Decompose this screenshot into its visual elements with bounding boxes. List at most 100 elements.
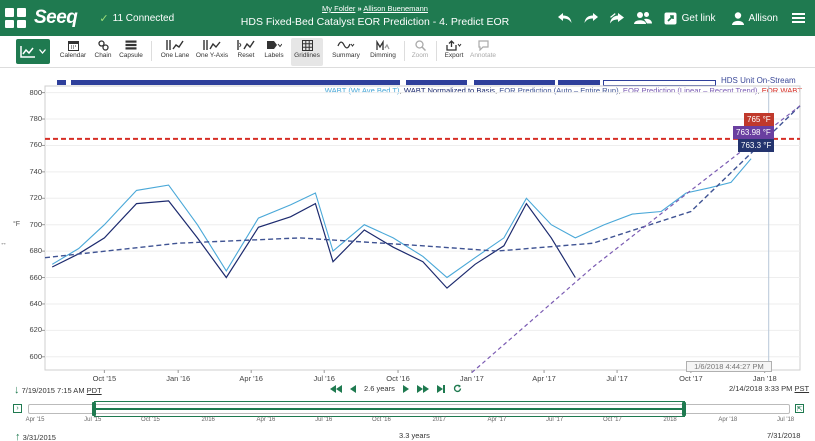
y-tick-label: 780 [29, 114, 42, 124]
display-end-timezone: PST [794, 384, 810, 393]
legend-eor-wabt[interactable]: EOR WABT [761, 86, 802, 95]
reset-button[interactable]: Reset [235, 38, 257, 59]
legend-wabt-normalized[interactable]: WABT Normalized to Basis [403, 86, 495, 95]
get-link-button[interactable]: Get link [664, 12, 716, 25]
cursor-timestamp: 1/6/2018 4:44:27 PM [686, 361, 772, 372]
investigate-range-window[interactable] [94, 401, 685, 417]
range-start-handle[interactable] [92, 402, 96, 416]
one-lane-icon [166, 40, 184, 50]
on-stream-capsule[interactable] [71, 80, 400, 85]
investigate-range-selection[interactable] [94, 408, 685, 410]
one-lane-button[interactable]: One Lane [160, 38, 190, 59]
arrow-up-icon: ↑ [15, 431, 21, 441]
eor-auto-series [44, 105, 801, 259]
x-tick-label: Oct '16 [386, 374, 410, 383]
gridlines-icon [301, 39, 313, 51]
shrink-range-icon[interactable]: › [13, 404, 22, 413]
calendar-button[interactable]: Calendar [58, 38, 88, 59]
step-forward-full-icon[interactable] [416, 384, 429, 393]
annotate-button[interactable]: Annotate [469, 38, 497, 59]
labels-button[interactable]: Labels [262, 38, 286, 59]
undo-icon[interactable] [554, 7, 576, 29]
chain-button[interactable]: Chain [92, 38, 114, 59]
y-tick-label: 620 [29, 325, 42, 335]
side-panel-toggle[interactable]: ↔ [0, 240, 7, 247]
display-start[interactable]: ↓ 7/19/2015 7:15 AM PDT [14, 384, 102, 396]
eor-auto-value-label: 763.3 °F [738, 139, 775, 152]
dimming-button[interactable]: Dimming [367, 38, 399, 59]
expand-range-icon[interactable]: ⇱ [795, 404, 804, 413]
one-y-axis-button[interactable]: One Y-Axis [195, 38, 229, 59]
gridlines-button[interactable]: Gridlines [291, 38, 323, 66]
user-menu-button[interactable]: Allison [731, 11, 778, 25]
hamburger-menu-icon[interactable] [792, 11, 805, 25]
connection-status[interactable]: ✓ 11 Connected [99, 12, 174, 25]
overview-tick-label: 2016 [201, 417, 215, 423]
trend-view-icon [20, 46, 35, 58]
x-tick-label: Apr '16 [239, 374, 263, 383]
view-selector-button[interactable] [16, 39, 50, 64]
one-y-axis-icon [203, 40, 221, 50]
users-icon[interactable] [632, 7, 654, 29]
investigate-start[interactable]: ↑ 3/31/2015 [15, 431, 56, 441]
legend-eor-auto[interactable]: EOR Prediction (Auto – Entire Run) [499, 86, 619, 95]
legend-eor-linear[interactable]: EOR Prediction (Linear – Recent Trend) [622, 86, 758, 95]
step-back-icon[interactable] [350, 384, 356, 393]
labels-icon [267, 40, 282, 49]
zoom-icon [414, 39, 426, 51]
refresh-icon[interactable] [453, 384, 462, 393]
arrow-down-icon: ↓ [14, 384, 20, 396]
x-tick-label: Jan '18 [752, 374, 777, 383]
capsule-label: Capsule [119, 52, 143, 59]
toolbar-separator [436, 41, 437, 61]
step-back-full-icon[interactable] [330, 384, 342, 393]
on-stream-capsule[interactable] [474, 80, 555, 85]
legend-separator: , [399, 86, 404, 95]
export-button[interactable]: Export [441, 38, 467, 59]
on-stream-capsule[interactable] [57, 80, 66, 85]
legend-separator: , [757, 86, 762, 95]
capsule-icon [125, 40, 137, 50]
eor-wabt-value-label: 765 °F [744, 113, 774, 126]
breadcrumb-user[interactable]: Allison Buenemann [363, 4, 428, 13]
chart-legend: WABT (Wt Ave Bed T), WABT Normalized to … [325, 86, 802, 95]
share-forward-icon[interactable] [606, 7, 628, 29]
y-tick-label: 680 [29, 246, 42, 256]
breadcrumb: My Folder » Allison Buenemann [230, 4, 520, 13]
seeq-logo[interactable]: Seeq [34, 7, 78, 28]
toolbar-separator [404, 41, 405, 61]
redo-icon[interactable] [580, 7, 602, 29]
on-stream-capsule[interactable] [558, 80, 600, 85]
breadcrumb-folder[interactable]: My Folder [322, 4, 356, 13]
summary-icon [337, 41, 355, 49]
link-icon [664, 12, 677, 24]
y-tick-label: 760 [29, 140, 42, 150]
summary-button[interactable]: Summary [329, 38, 363, 59]
overview-tick-label: 2017 [432, 417, 446, 423]
overview-tick-label: Jul '15 [84, 417, 102, 423]
display-end[interactable]: 2/14/2018 3:33 PM PST [729, 384, 809, 393]
capsule-button[interactable]: Capsule [118, 38, 144, 59]
investigate-duration[interactable]: 3.3 years [399, 431, 430, 440]
x-tick-label: Jan '17 [459, 374, 484, 383]
zoom-label: Zoom [411, 52, 429, 59]
x-tick-label: Apr '17 [532, 374, 556, 383]
step-to-end-icon[interactable] [436, 384, 445, 393]
investigate-end[interactable]: 7/31/2018 [767, 431, 801, 440]
app-menu-grid-icon[interactable] [4, 7, 26, 29]
y-tick-label: 640 [29, 298, 42, 308]
reset-label: Reset [237, 52, 255, 59]
legend-wabt[interactable]: WABT (Wt Ave Bed T) [324, 86, 400, 95]
x-tick-label: Jan '16 [166, 374, 191, 383]
step-forward-icon[interactable] [402, 384, 409, 393]
on-stream-capsule[interactable] [406, 80, 467, 85]
dimming-icon [376, 39, 390, 50]
range-end-handle[interactable] [682, 402, 686, 416]
display-duration[interactable]: 2.6 years [364, 384, 395, 393]
y-tick-label: 660 [29, 272, 42, 282]
x-tick-label: Jul '17 [606, 374, 628, 383]
x-tick-label: Jul '16 [313, 374, 335, 383]
zoom-button[interactable]: Zoom [409, 38, 431, 59]
